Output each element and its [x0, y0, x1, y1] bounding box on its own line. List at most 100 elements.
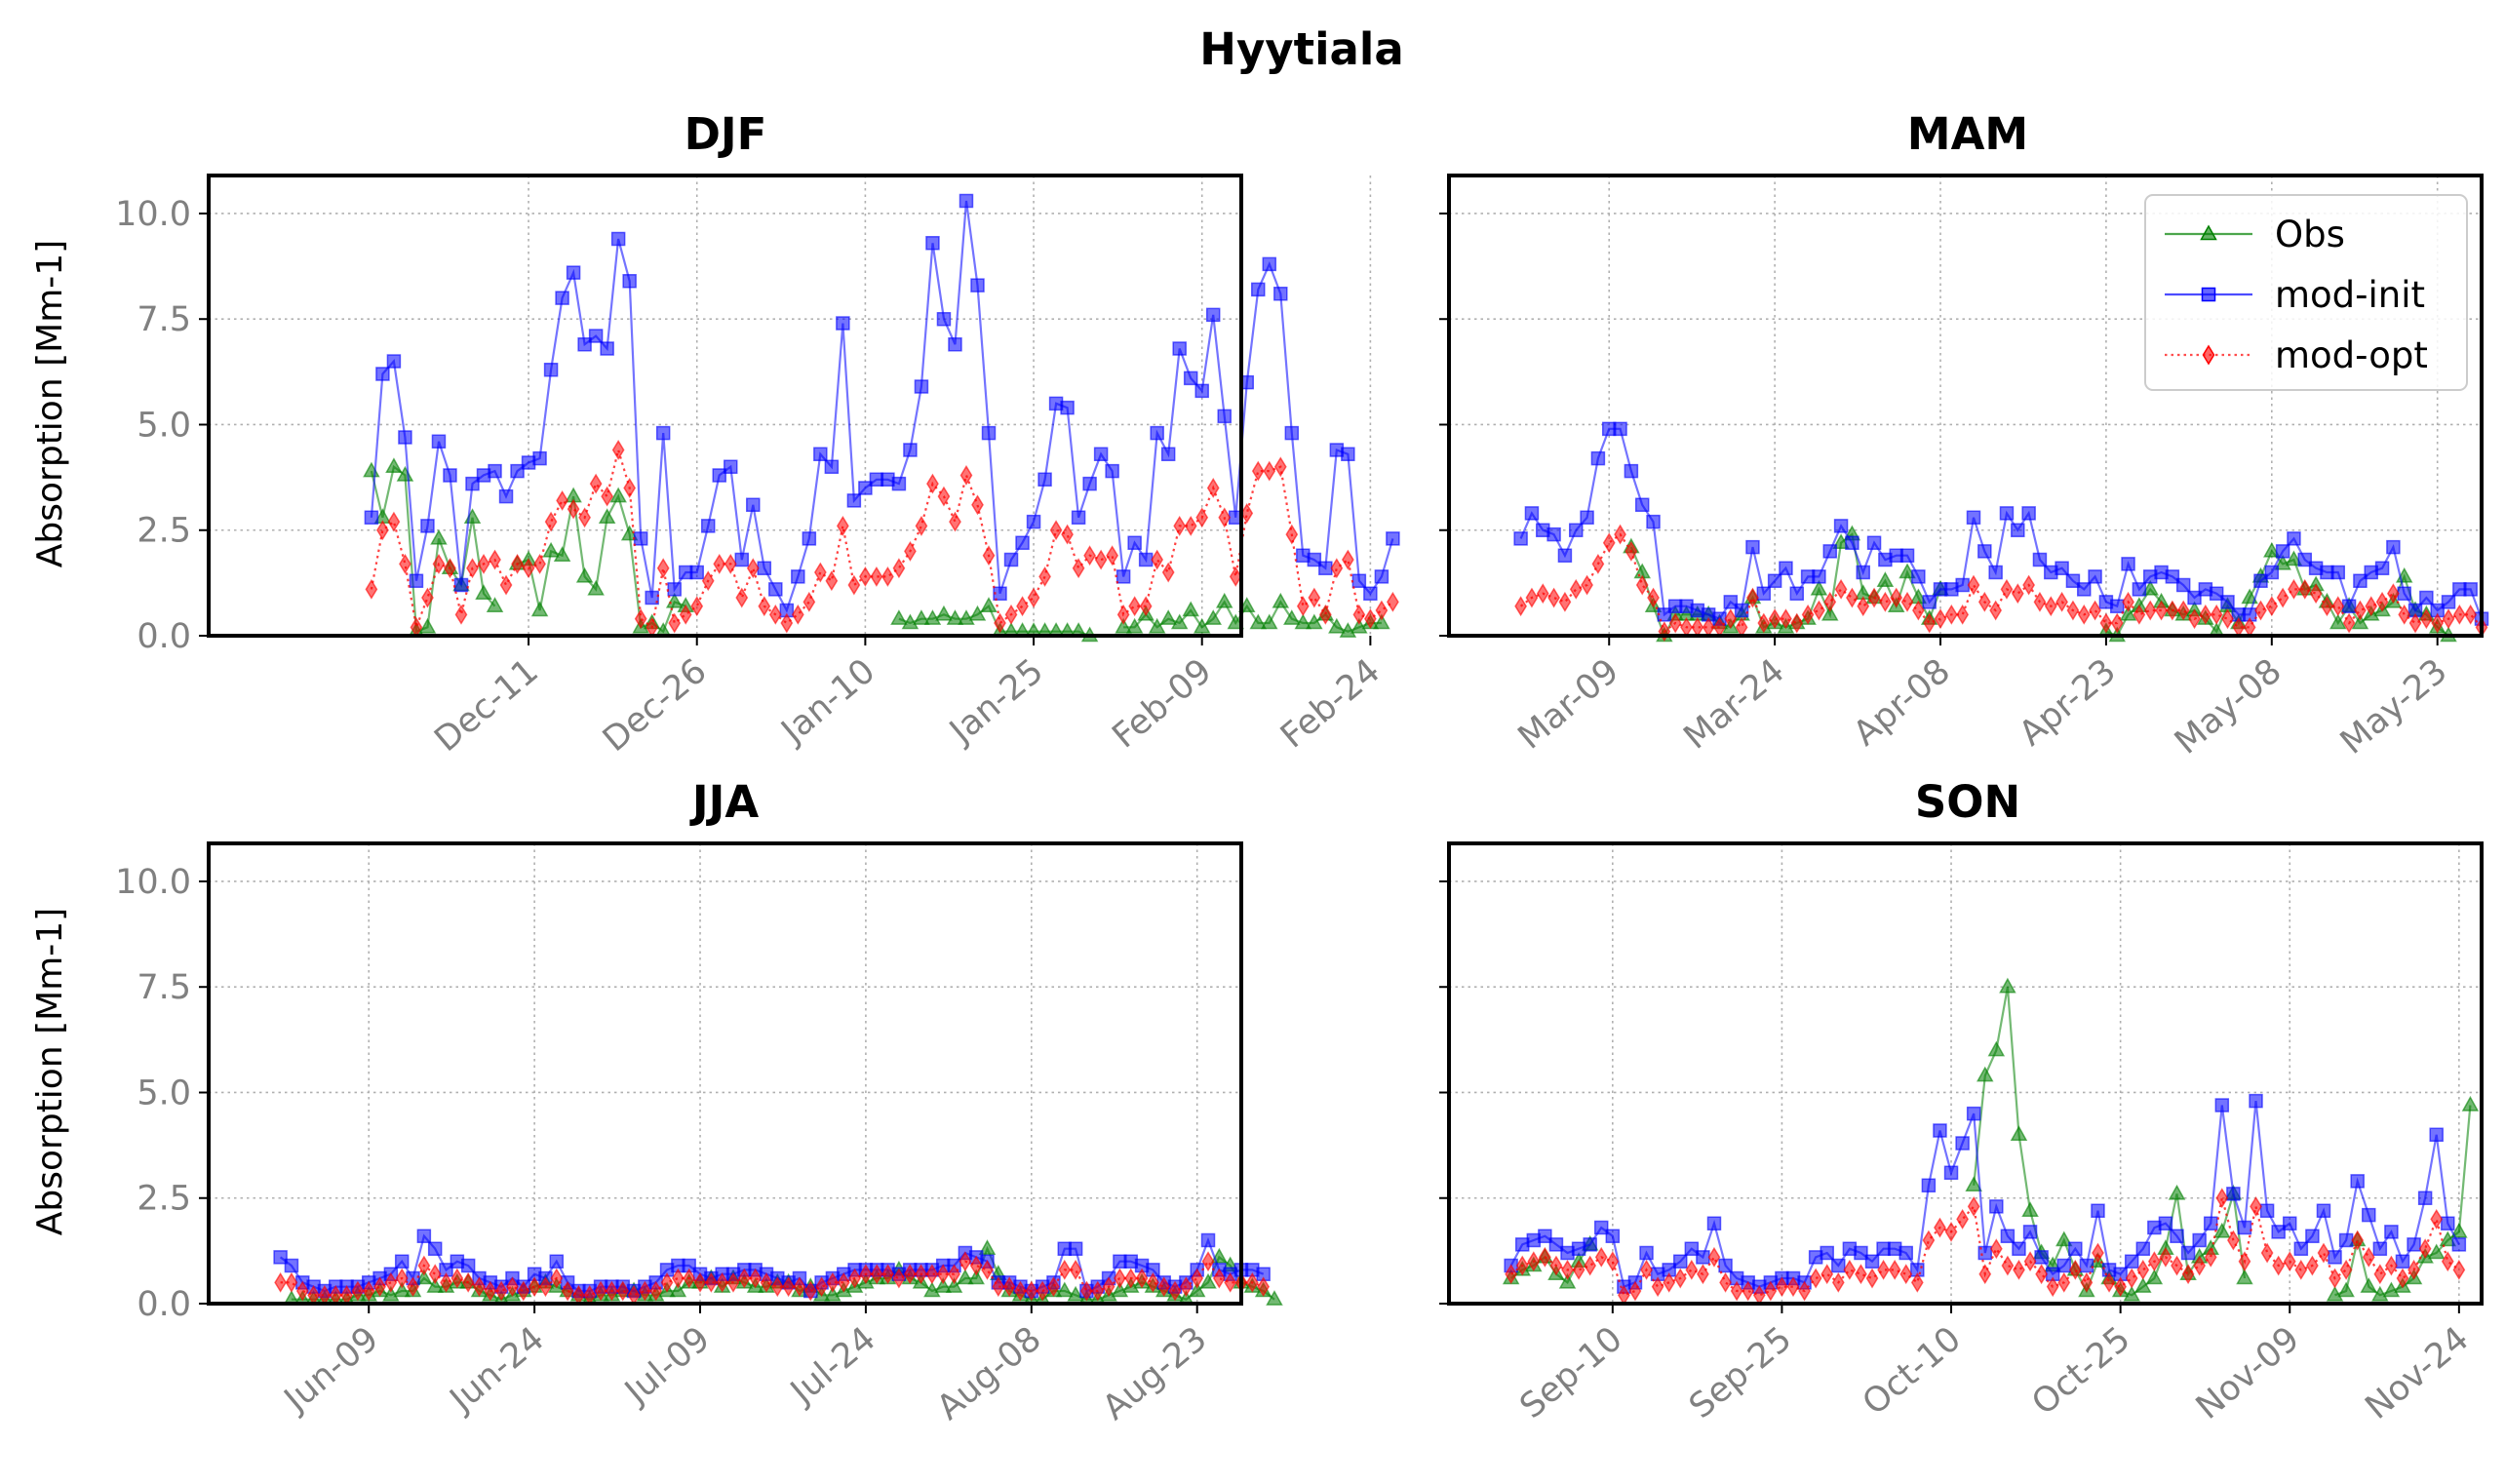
data-point-mod-opt [693, 1271, 707, 1293]
data-point-mod-opt [2114, 1276, 2128, 1298]
series-mod-opt-jja [274, 1251, 1271, 1306]
data-point-mod-init [802, 531, 817, 546]
data-point-mod-opt [2431, 612, 2445, 634]
data-point-mod-init [1734, 603, 1749, 618]
data-point-obs [1056, 1281, 1074, 1298]
y-tick-label: 0.0 [137, 1285, 191, 1324]
data-point-mod-opt [517, 1280, 530, 1302]
data-point-mod-init [757, 561, 772, 575]
x-tick-label: Jun-09 [276, 1319, 386, 1421]
data-point-obs [2145, 1269, 2164, 1285]
data-point-mod-opt [1308, 587, 1321, 608]
data-point-obs [1204, 609, 1222, 625]
data-point-mod-init [2264, 565, 2280, 580]
data-point-mod-opt [2057, 1271, 2071, 1293]
data-point-obs [1266, 1290, 1283, 1306]
data-point-mod-opt [1764, 1280, 1778, 1302]
data-point-mod-opt [1602, 532, 1616, 554]
data-point-mod-init [1999, 506, 2015, 521]
data-point-mod-opt [1547, 587, 1560, 608]
data-point-mod-opt [387, 511, 401, 532]
data-point-mod-opt [1161, 562, 1175, 583]
data-point-mod-opt [1651, 1276, 1664, 1298]
data-point-mod-init [2175, 577, 2191, 593]
data-point-mod-opt [1515, 1255, 1529, 1276]
data-point-mod-init [1988, 565, 2003, 580]
data-point-mod-init [398, 430, 412, 445]
y-axis-label-top: Absorption [Mm-1] [30, 240, 70, 567]
data-point-mod-opt [2133, 604, 2146, 625]
data-point-mod-init [2045, 1267, 2060, 1281]
data-point-mod-opt [544, 511, 558, 532]
data-point-mod-init [1756, 586, 1772, 601]
data-point-mod-init [1898, 1245, 1913, 1261]
data-point-mod-opt [499, 574, 513, 596]
data-point-mod-opt [2125, 1268, 2138, 1289]
data-point-obs [1558, 1272, 1577, 1289]
data-point-obs [1249, 613, 1268, 630]
data-point-mod-init [2220, 595, 2235, 609]
data-point-mod-opt [395, 1268, 409, 1289]
x-tick-label: Feb-24 [1273, 651, 1388, 756]
data-point-mod-init [1639, 1245, 1654, 1261]
data-point-mod-init [2275, 544, 2290, 559]
data-point-obs [2382, 1281, 2401, 1298]
data-point-mod-opt [881, 566, 894, 587]
data-point-obs [1306, 613, 1323, 630]
data-point-mod-init [2316, 1203, 2331, 1218]
data-point-mod-init [498, 488, 514, 504]
data-point-mod-init [1138, 552, 1154, 567]
data-point-mod-opt [1934, 608, 1947, 630]
data-point-obs [1188, 1281, 1206, 1298]
x-tick-label: Jan-10 [773, 651, 882, 752]
data-point-mod-opt [2342, 612, 2356, 634]
data-point-obs [824, 1285, 842, 1302]
data-point-mod-opt [1977, 591, 1991, 612]
data-point-mod-opt [969, 1255, 983, 1276]
data-point-mod-opt [925, 1264, 939, 1285]
data-point-obs [934, 1277, 952, 1293]
data-point-mod-opt [2000, 578, 2014, 600]
data-point-mod-init [2463, 582, 2478, 597]
data-point-mod-opt [903, 1264, 917, 1285]
data-point-mod-opt [768, 604, 782, 625]
data-point-obs [1294, 613, 1312, 630]
data-point-mod-init [2079, 1258, 2094, 1273]
data-point-mod-init [2237, 1220, 2252, 1235]
data-point-obs [1170, 613, 1189, 630]
data-point-mod-opt [2283, 1251, 2296, 1272]
data-point-mod-init [1026, 514, 1041, 529]
data-point-mod-opt [1594, 1246, 1608, 1268]
data-point-obs [2119, 605, 2137, 621]
data-point-mod-opt [2254, 600, 2267, 621]
data-point-obs [530, 601, 549, 617]
data-point-mod-opt [892, 558, 906, 579]
data-point-mod-opt [870, 1264, 883, 1285]
data-point-mod-opt [2250, 1195, 2262, 1217]
data-point-mod-init [2338, 1232, 2354, 1248]
data-point-mod-init [465, 476, 480, 491]
data-point-mod-init [2364, 565, 2378, 580]
x-tick-label: Jul-24 [782, 1319, 882, 1413]
data-point-mod-opt [1635, 574, 1649, 596]
plot-frame-djf [207, 174, 1243, 638]
data-point-mod-init [532, 450, 547, 466]
data-point-mod-opt [1527, 1251, 1541, 1272]
data-point-mod-init [813, 447, 828, 462]
panel-title-mam: MAM [1907, 108, 2028, 160]
data-point-mod-opt [1173, 515, 1187, 536]
data-point-mod-opt [1069, 1259, 1082, 1280]
data-point-mod-init [2330, 565, 2346, 580]
data-point-mod-opt [444, 558, 456, 579]
data-point-mod-init [566, 265, 581, 280]
data-point-mod-init [555, 291, 569, 305]
data-point-mod-opt [1776, 1276, 1788, 1298]
data-point-mod-opt [556, 489, 568, 511]
data-point-mod-opt [1735, 616, 1748, 638]
x-tick-label: May-08 [2168, 651, 2289, 762]
data-point-mod-init [364, 510, 379, 526]
data-point-mod-opt [1102, 1276, 1116, 1298]
data-point-mod-opt [1831, 1271, 1845, 1293]
data-point-mod-init [2395, 1254, 2410, 1269]
data-point-mod-init [2293, 1241, 2309, 1256]
